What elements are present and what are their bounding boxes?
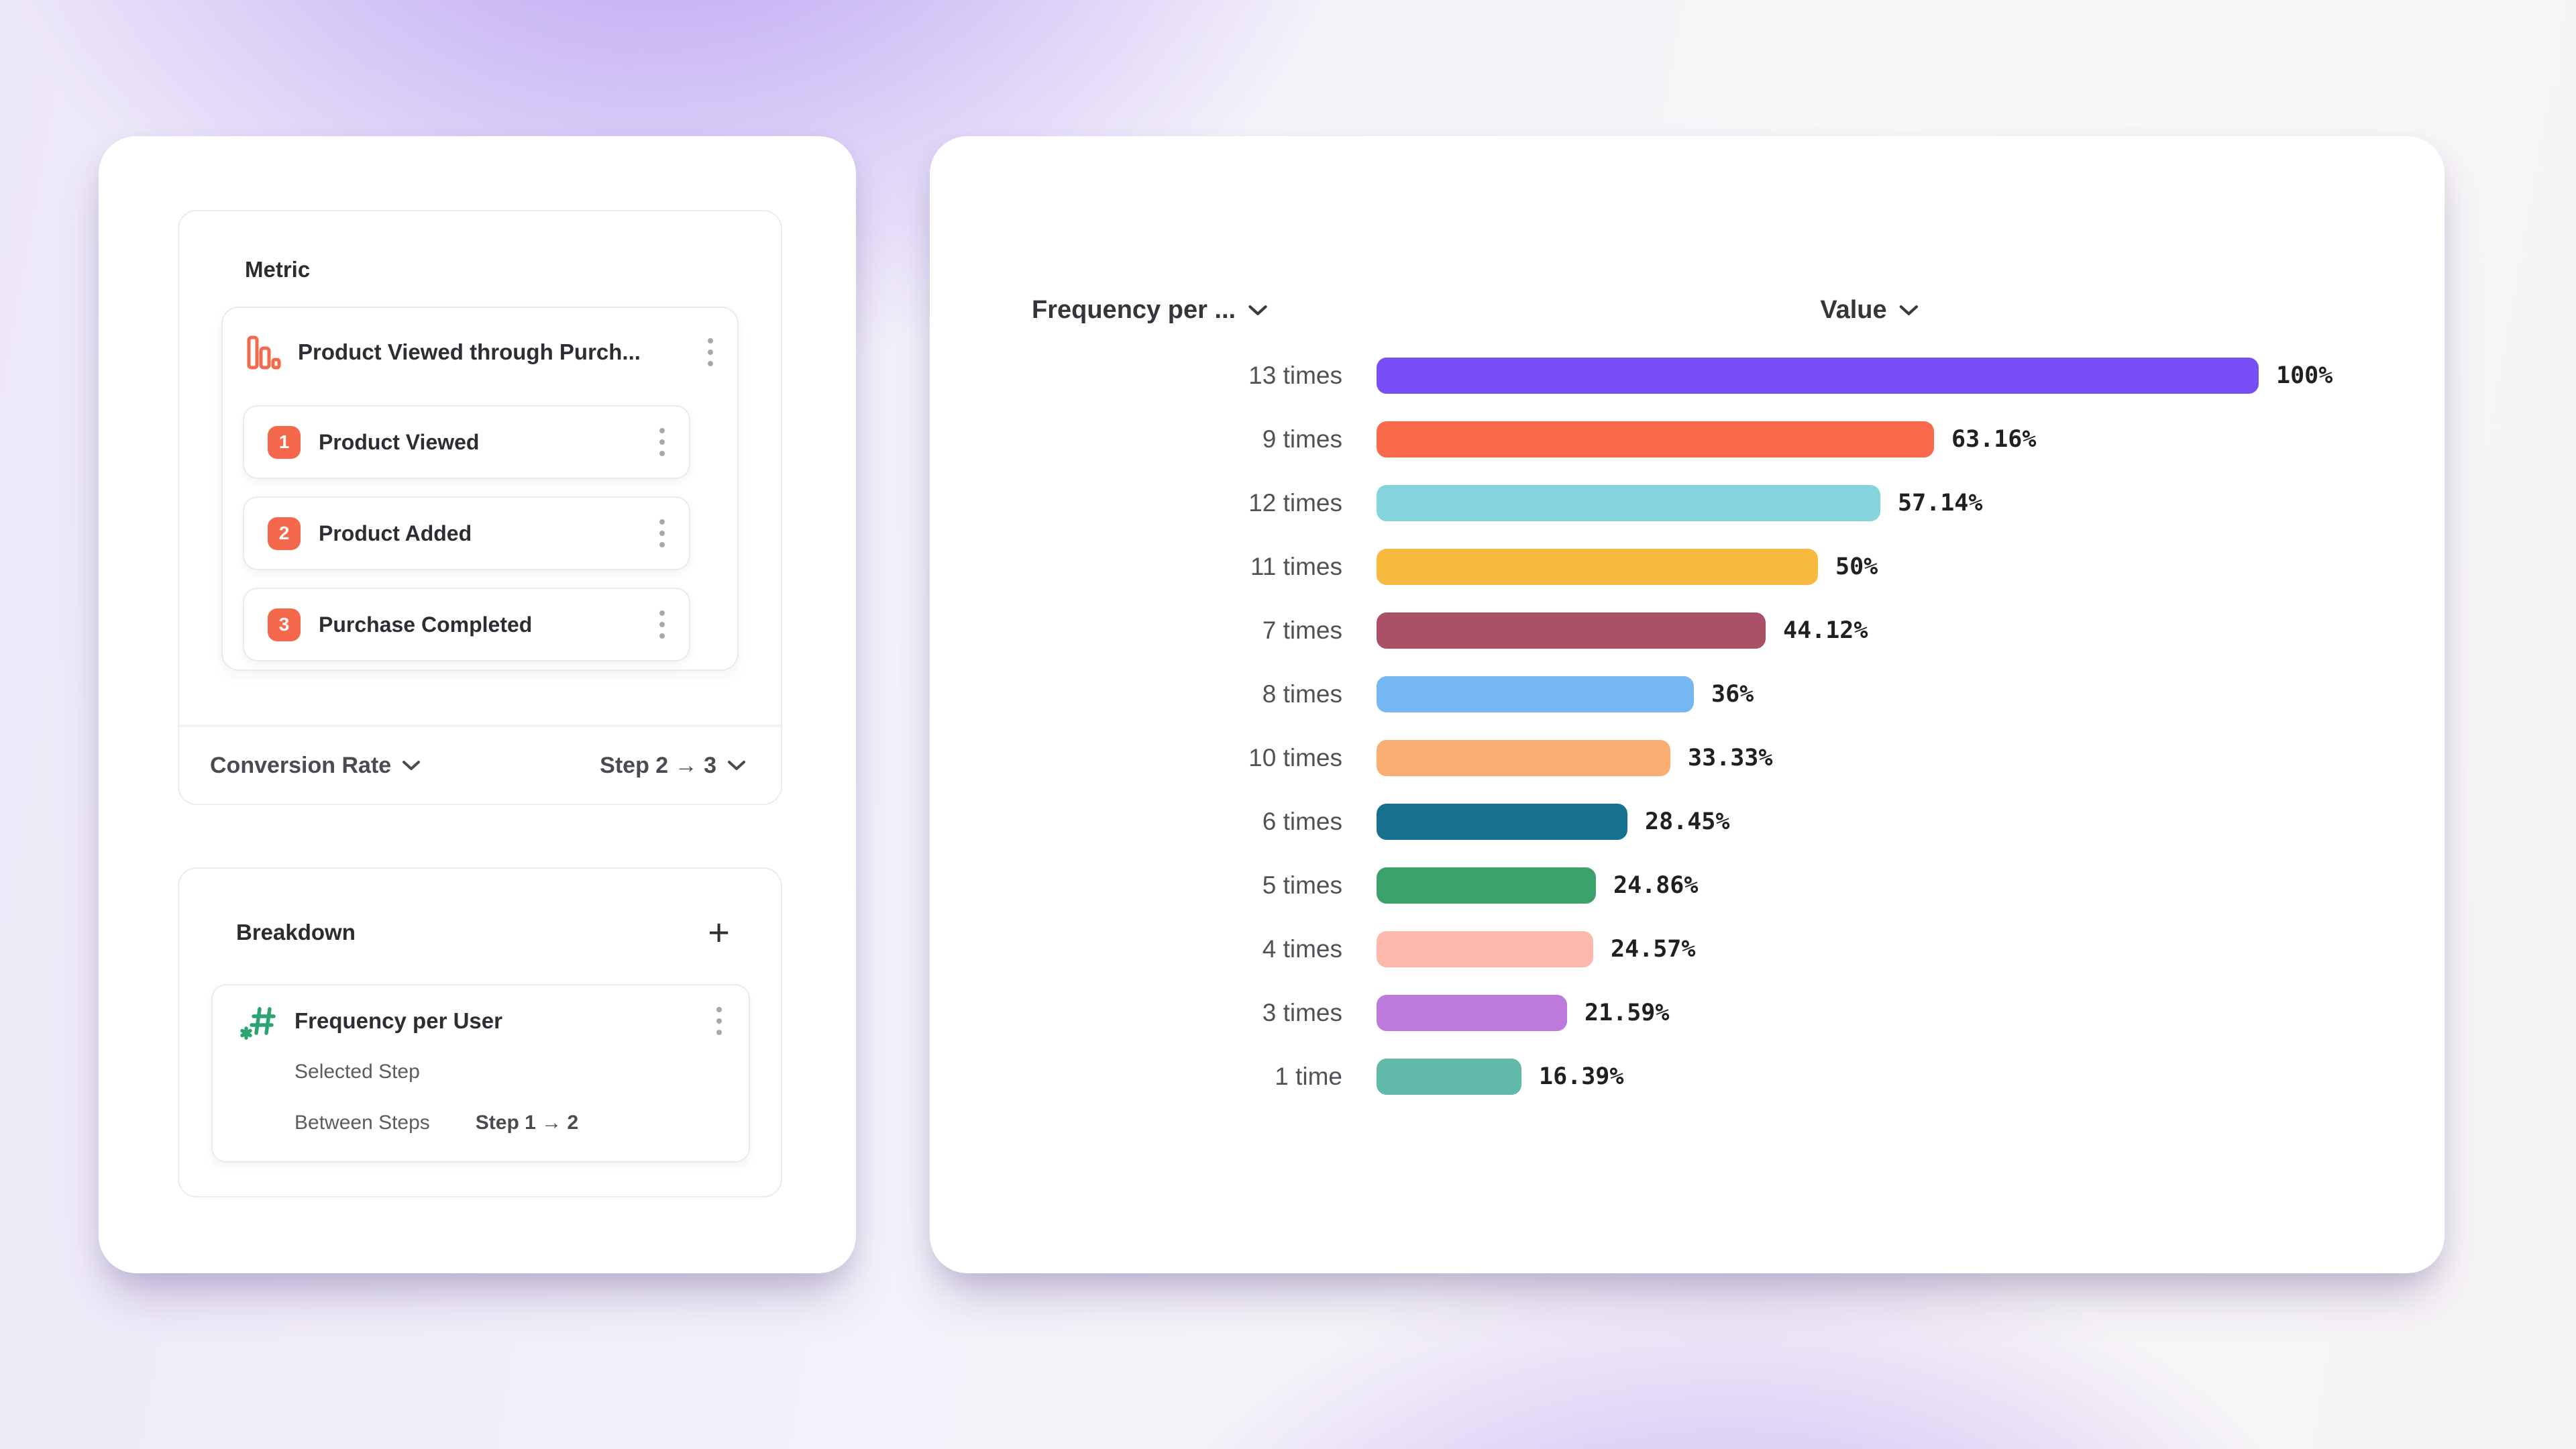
funnel-step-2[interactable]: 2 Product Added [243,496,690,570]
chart-row: 9 times 63.16% [930,407,2445,471]
metric-section-title: Metric [245,257,311,282]
category-label: 11 times [1250,552,1342,580]
bar[interactable] [1377,803,1627,840]
breakdown-name: Frequency per User [294,1008,502,1033]
category-label: 1 time [1275,1062,1342,1090]
step-number-badge: 2 [268,517,301,550]
value-label: 100% [2276,362,2333,389]
value-column-header[interactable]: Value [1820,289,1919,331]
bar[interactable] [1377,484,1880,521]
kebab-menu-icon[interactable] [701,334,720,370]
chart-row: 1 time 16.39% [930,1044,2445,1108]
value-label: 24.57% [1611,935,1696,963]
category-label: 4 times [1262,934,1342,963]
hash-frequency-icon [239,1002,277,1040]
bar[interactable] [1377,612,1766,649]
chart-row: 4 times 24.57% [930,917,2445,981]
category-column-header[interactable]: Frequency per ... [1032,289,1268,331]
chart-row: 3 times 21.59% [930,981,2445,1044]
chevron-down-icon [402,761,421,770]
add-breakdown-button[interactable]: + [708,911,730,953]
selected-step-row[interactable]: Selected Step [294,1061,420,1083]
value-label: 44.12% [1783,616,1868,644]
divider [179,724,781,727]
kebab-menu-icon[interactable] [710,1003,729,1039]
funnel-step-3[interactable]: 3 Purchase Completed [243,588,690,661]
value-label: 36% [1711,680,1754,708]
bar[interactable] [1377,676,1694,712]
chart-row: 5 times 24.86% [930,853,2445,917]
value-label: 24.86% [1613,871,1699,899]
value-label: 21.59% [1585,999,1670,1026]
category-label: 7 times [1262,616,1342,644]
bar[interactable] [1377,1058,1521,1095]
chart-header: Frequency per ... Value [930,289,2445,331]
bar[interactable] [1377,357,2259,394]
category-label: 5 times [1262,871,1342,899]
chevron-down-icon [1899,305,1919,315]
chevron-down-icon [1248,305,1267,315]
bar[interactable] [1377,930,1593,967]
category-label: 8 times [1262,680,1342,708]
conversion-rate-dropdown[interactable]: Conversion Rate [210,753,421,779]
chart-row: 13 times 100% [930,343,2445,407]
category-label: 6 times [1262,807,1342,835]
metric-footer: Conversion Rate Step 2 → 3 [179,727,781,804]
metric-title-row[interactable]: Product Viewed through Purch... [246,331,720,374]
kebab-menu-icon[interactable] [653,515,672,551]
breakdown-section: Breakdown + Frequency per User [178,867,782,1197]
bar[interactable] [1377,994,1567,1031]
category-label: 12 times [1248,488,1342,517]
chart-row: 10 times 33.33% [930,726,2445,790]
chart-row: 7 times 44.12% [930,598,2445,662]
category-label: 3 times [1262,998,1342,1026]
query-builder-panel: Metric Product Viewed through Purch... 1… [99,136,856,1273]
bar-chart: 13 times 100% 9 times 63.16% 12 times 57… [930,136,2445,1273]
step-range-dropdown[interactable]: Step 2 → 3 [600,753,746,779]
chart-row: 6 times 28.45% [930,790,2445,853]
value-label: 63.16% [1951,425,2037,453]
category-label: 10 times [1248,743,1342,771]
chart-panel: Frequency per ... Value 13 times 100% 9 … [930,136,2445,1273]
breakdown-card[interactable]: Frequency per User Selected Step Between… [211,984,750,1163]
chart-row: 8 times 36% [930,662,2445,726]
category-label: 9 times [1262,425,1342,453]
funnel-step-1[interactable]: 1 Product Viewed [243,405,690,479]
category-label: 13 times [1248,361,1342,389]
bar[interactable] [1377,548,1818,585]
bar[interactable] [1377,739,1670,776]
chart-row: 12 times 57.14% [930,471,2445,535]
bar-chart-icon [246,334,282,370]
bar[interactable] [1377,421,1934,458]
breakdown-section-title: Breakdown [236,920,356,945]
metric-name: Product Viewed through Purch... [298,339,641,364]
value-label: 33.33% [1688,744,1773,771]
metric-card: Product Viewed through Purch... 1 Produc… [221,307,739,671]
metric-section: Metric Product Viewed through Purch... 1… [178,210,782,805]
value-label: 57.14% [1898,489,1983,517]
step-number-badge: 3 [268,608,301,641]
value-label: 28.45% [1645,808,1730,835]
chart-row: 11 times 50% [930,535,2445,598]
value-label: 50% [1835,553,1878,580]
step-number-badge: 1 [268,425,301,459]
kebab-menu-icon[interactable] [653,424,672,460]
between-steps-row[interactable]: Between Steps Step 1 → 2 [294,1112,579,1134]
between-steps-value: Step 1 → 2 [475,1112,579,1134]
bar[interactable] [1377,867,1596,904]
kebab-menu-icon[interactable] [653,606,672,643]
value-label: 16.39% [1539,1063,1624,1090]
chevron-down-icon [728,761,745,770]
